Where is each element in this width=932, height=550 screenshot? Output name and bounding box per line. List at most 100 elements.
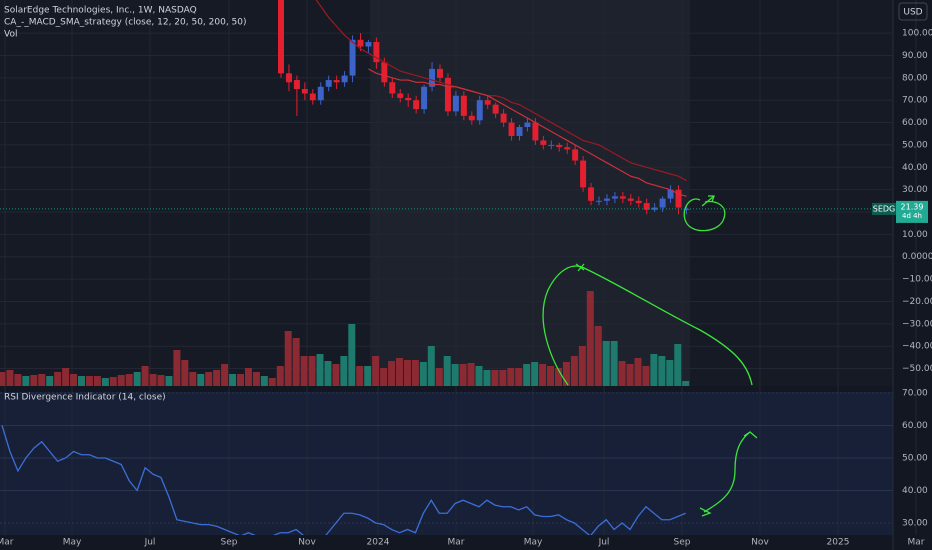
candle-body [548, 144, 555, 146]
volume-bar [308, 356, 316, 386]
y-tick-label: 90.00 [902, 51, 928, 61]
indicator-label: CA_-_MACD_SMA_strategy (close, 12, 20, 5… [4, 18, 247, 28]
drawing-cross [575, 263, 585, 272]
volume-bar [300, 356, 308, 386]
volume-bar [491, 370, 499, 386]
volume-bar [141, 366, 149, 386]
volume-bar [642, 366, 650, 386]
tag-symbol: SEDG [873, 204, 896, 213]
x-tick-label: Mar [448, 538, 465, 548]
tag-symbol-box [872, 202, 896, 215]
volume-bar [70, 374, 78, 386]
volume-bar [157, 375, 165, 386]
volume-bar [101, 378, 109, 386]
drawing-arrow [701, 195, 715, 207]
volume-bar [30, 375, 38, 386]
volume-bar [189, 372, 197, 386]
y-tick-label: −40.00 [902, 342, 932, 352]
volume-bar [173, 350, 181, 386]
x-tick-label: Sep [674, 538, 691, 548]
rsi-marks [1, 425, 686, 535]
volume-bar [419, 362, 427, 386]
candle-body [643, 203, 650, 210]
volume-bar [165, 376, 173, 386]
candle-body [635, 200, 642, 204]
volume-bar [22, 376, 30, 386]
y-tick-label: 70.00 [902, 96, 928, 106]
candle-body [556, 144, 563, 148]
volume-bar [610, 341, 618, 386]
volume-bar [539, 364, 547, 386]
volume-bar [523, 364, 531, 386]
tag-price: 21.39 [901, 202, 924, 211]
volume-bar [594, 326, 602, 386]
moving-average [368, 68, 687, 197]
volume-bar [451, 364, 459, 386]
highlight-region [370, 0, 690, 386]
candle-body [405, 97, 412, 101]
y-tick-label: 60.00 [902, 118, 928, 128]
candle-body [659, 198, 666, 208]
y-tick-label: 100.00 [902, 29, 932, 39]
price-axis [893, 0, 932, 550]
drawing-rsi-arrow [703, 431, 758, 513]
candle-body [317, 86, 324, 101]
candle-body [572, 149, 579, 161]
candle-body [468, 115, 475, 121]
candle-body [596, 200, 602, 202]
volume-bar [181, 360, 189, 386]
x-tick-label: Jul [598, 538, 610, 548]
candle-body [667, 189, 674, 199]
candle-body [611, 196, 618, 199]
rsi-title: RSI Divergence Indicator (14, close) [4, 393, 166, 403]
candle-body [500, 113, 507, 123]
volume-bar [555, 368, 562, 386]
volume-bar [316, 354, 324, 386]
y-tick-label: 30.00 [902, 518, 928, 528]
candle-body [516, 127, 523, 136]
volume-bar [467, 363, 475, 386]
volume-bar [403, 360, 411, 386]
y-tick-label: 50.00 [902, 140, 928, 150]
volume-bar [602, 341, 610, 386]
volume-bar [388, 361, 396, 386]
main-marks [0, 0, 690, 386]
y-tick-label: 60.00 [902, 421, 928, 431]
x-tick-label: Nov [751, 538, 769, 548]
candle-body [309, 93, 316, 101]
y-tick-label: 70.00 [902, 388, 928, 398]
candle-body [452, 95, 459, 112]
candle-body [381, 62, 388, 83]
candle-body [341, 75, 348, 83]
volume-bar [674, 344, 682, 386]
volume-bar [221, 364, 229, 386]
volume-bar [85, 376, 93, 386]
candle-body [397, 93, 404, 98]
candle-body [413, 100, 420, 110]
volume-bar [666, 360, 674, 386]
x-tick-label: May [524, 538, 543, 548]
candle-body [333, 80, 340, 83]
volume-bar [38, 374, 46, 386]
candle-body [675, 189, 682, 208]
volume-bar [340, 356, 348, 386]
candle-body [540, 140, 547, 145]
volume-bar [6, 370, 14, 386]
volume-bar [46, 376, 54, 386]
volume-bar [149, 374, 157, 386]
volume-bar [411, 360, 419, 386]
volume-bar [634, 358, 642, 386]
volume-bar [515, 368, 523, 386]
volume-bar [380, 368, 388, 386]
currency[interactable]: USD [903, 8, 922, 18]
x-tick-label: Mar [908, 538, 925, 548]
tag-countdown: 4d 4h [902, 212, 922, 220]
candle-body [349, 39, 356, 76]
candle-body [373, 42, 380, 63]
currency-box[interactable] [898, 2, 928, 21]
candle-body [564, 147, 571, 150]
pane-divider [0, 386, 893, 392]
volume-bar [324, 361, 332, 386]
volume-bar [618, 361, 626, 386]
volume-bar [364, 366, 372, 386]
